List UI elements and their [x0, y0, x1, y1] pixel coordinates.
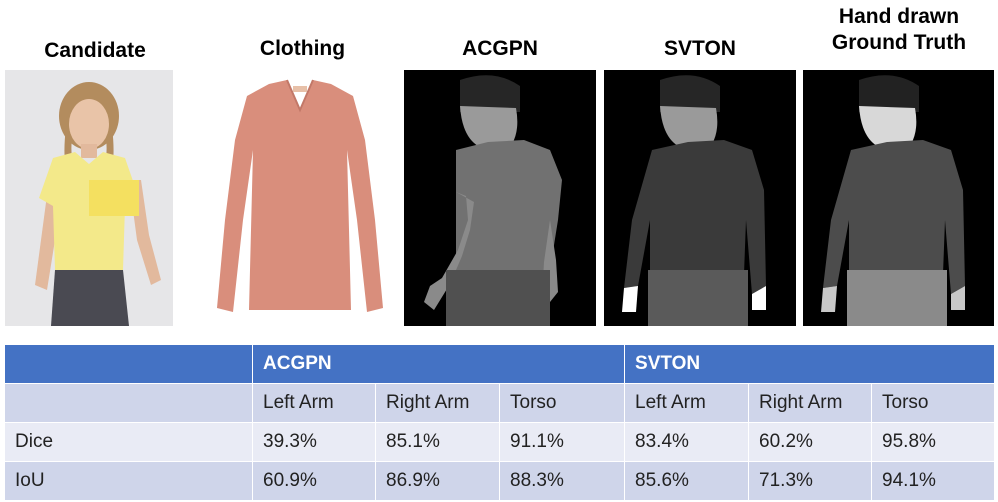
acgpn-segmentation	[404, 70, 596, 326]
svton-segmentation	[604, 70, 796, 326]
table-row: Dice 39.3% 85.1% 91.1% 83.4% 60.2% 95.8%	[4, 422, 996, 462]
clothing-label: Clothing	[259, 37, 346, 60]
table-cell: 95.8%	[871, 422, 996, 462]
svton-group-header: SVTON	[624, 344, 996, 384]
clothing-photo	[205, 70, 395, 326]
table-corner-cell	[4, 344, 253, 384]
metric-label: IoU	[4, 461, 253, 501]
table-column-header-row: Left Arm Right Arm Torso Left Arm Right …	[4, 383, 996, 423]
table-cell: 71.3%	[748, 461, 873, 501]
results-table: ACGPN SVTON Left Arm Right Arm Torso Lef…	[4, 344, 996, 501]
column-header: Left Arm	[624, 383, 750, 423]
ground-truth-label-line2: Ground Truth	[831, 31, 967, 54]
candidate-label: Candidate	[44, 39, 146, 62]
table-cell: 88.3%	[498, 461, 626, 501]
table-cell: 60.9%	[252, 461, 376, 501]
table-cell: 85.1%	[375, 422, 500, 462]
table-cell: 94.1%	[871, 461, 996, 501]
table-cell: 39.3%	[252, 422, 376, 462]
ground-truth-label-line1: Hand drawn	[838, 5, 960, 28]
column-header: Torso	[871, 383, 996, 423]
table-cell: 60.2%	[748, 422, 873, 462]
table-cell: 86.9%	[375, 461, 500, 501]
table-cell: 83.4%	[624, 422, 750, 462]
table-cell: 91.1%	[498, 422, 626, 462]
column-header: Right Arm	[375, 383, 500, 423]
acgpn-label: ACGPN	[462, 37, 538, 60]
ground-truth-segmentation	[803, 70, 994, 326]
table-cell: 85.6%	[624, 461, 750, 501]
ground-truth-label: Hand drawn Ground Truth	[800, 4, 998, 56]
acgpn-group-header: ACGPN	[251, 344, 626, 384]
column-header: Torso	[498, 383, 626, 423]
table-metric-header	[4, 383, 253, 423]
svton-label: SVTON	[664, 37, 736, 60]
table-group-header-row: ACGPN SVTON	[4, 344, 996, 384]
candidate-photo	[5, 70, 173, 326]
metric-label: Dice	[4, 422, 253, 462]
column-header: Left Arm	[252, 383, 376, 423]
table-row: IoU 60.9% 86.9% 88.3% 85.6% 71.3% 94.1%	[4, 461, 996, 501]
column-header: Right Arm	[748, 383, 873, 423]
